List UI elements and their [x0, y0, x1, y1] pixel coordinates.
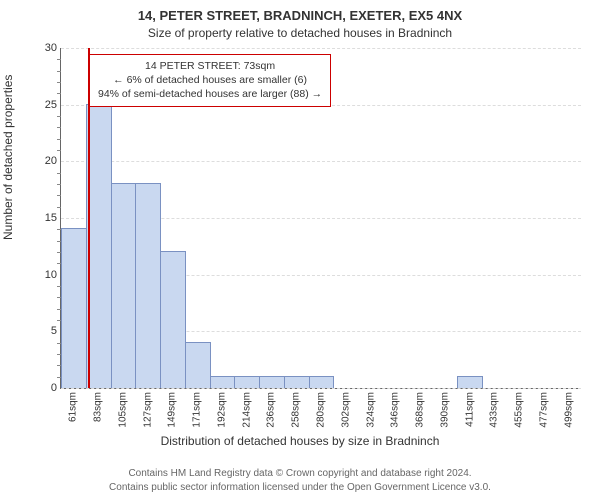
y-minor-tick	[57, 116, 61, 117]
y-minor-tick	[57, 173, 61, 174]
plot-area: 05101520253061sqm83sqm105sqm127sqm149sqm…	[60, 48, 581, 389]
x-tick-label: 171sqm	[192, 392, 203, 428]
footer-line-1: Contains HM Land Registry data © Crown c…	[0, 467, 600, 481]
histogram-bar	[135, 183, 161, 388]
x-tick-label: 236sqm	[266, 392, 277, 428]
x-tick-label: 455sqm	[514, 392, 525, 428]
y-minor-tick	[57, 184, 61, 185]
x-axis-label: Distribution of detached houses by size …	[0, 434, 600, 448]
x-tick-label: 258sqm	[291, 392, 302, 428]
x-tick-label: 149sqm	[167, 392, 178, 428]
x-tick-label: 83sqm	[93, 392, 104, 422]
histogram-bar	[111, 183, 137, 388]
y-tick-label: 25	[33, 99, 57, 111]
footer-attribution: Contains HM Land Registry data © Crown c…	[0, 467, 600, 494]
y-minor-tick	[57, 93, 61, 94]
chart-container: 14, PETER STREET, BRADNINCH, EXETER, EX5…	[0, 0, 600, 500]
histogram-bar	[457, 376, 483, 388]
histogram-bar	[210, 376, 236, 388]
x-tick-label: 390sqm	[439, 392, 450, 428]
chart-title: 14, PETER STREET, BRADNINCH, EXETER, EX5…	[0, 8, 600, 23]
y-tick-label: 10	[33, 269, 57, 281]
x-tick-label: 346sqm	[390, 392, 401, 428]
legend-line-1: 14 PETER STREET: 73sqm	[98, 59, 322, 73]
x-tick-label: 368sqm	[415, 392, 426, 428]
x-tick-label: 411sqm	[464, 392, 475, 427]
histogram-bar	[309, 376, 335, 388]
x-tick-label: 477sqm	[538, 392, 549, 428]
x-tick-label: 61sqm	[68, 392, 79, 422]
y-tick-label: 15	[33, 212, 57, 224]
gridline	[61, 161, 581, 162]
chart-subtitle: Size of property relative to detached ho…	[0, 26, 600, 40]
y-minor-tick	[57, 59, 61, 60]
x-tick-label: 280sqm	[316, 392, 327, 428]
footer-line-2: Contains public sector information licen…	[0, 481, 600, 495]
x-tick-label: 324sqm	[365, 392, 376, 428]
x-tick-label: 499sqm	[563, 392, 574, 428]
histogram-bar	[160, 251, 186, 388]
y-axis-label: Number of detached properties	[1, 75, 15, 240]
y-minor-tick	[57, 207, 61, 208]
histogram-bar	[185, 342, 211, 388]
y-tick-label: 20	[33, 155, 57, 167]
x-tick-label: 105sqm	[117, 392, 128, 428]
y-minor-tick	[57, 71, 61, 72]
y-minor-tick	[57, 82, 61, 83]
legend-box: 14 PETER STREET: 73sqm ← 6% of detached …	[89, 54, 331, 107]
histogram-bar	[61, 228, 87, 388]
x-tick-label: 302sqm	[340, 392, 351, 428]
gridline	[61, 388, 581, 389]
x-tick-label: 433sqm	[489, 392, 500, 428]
histogram-bar	[234, 376, 260, 388]
y-tick-label: 5	[33, 325, 57, 337]
x-tick-label: 127sqm	[142, 392, 153, 428]
y-minor-tick	[57, 127, 61, 128]
x-tick-label: 192sqm	[216, 392, 227, 428]
y-minor-tick	[57, 150, 61, 151]
legend-line-3: 94% of semi-detached houses are larger (…	[98, 87, 322, 101]
gridline	[61, 48, 581, 49]
y-tick-label: 30	[33, 42, 57, 54]
y-tick-label: 0	[33, 382, 57, 394]
y-minor-tick	[57, 139, 61, 140]
y-minor-tick	[57, 195, 61, 196]
legend-line-2: ← 6% of detached houses are smaller (6)	[98, 73, 322, 87]
histogram-bar	[284, 376, 310, 388]
x-tick-label: 214sqm	[241, 392, 252, 428]
histogram-bar	[259, 376, 285, 388]
